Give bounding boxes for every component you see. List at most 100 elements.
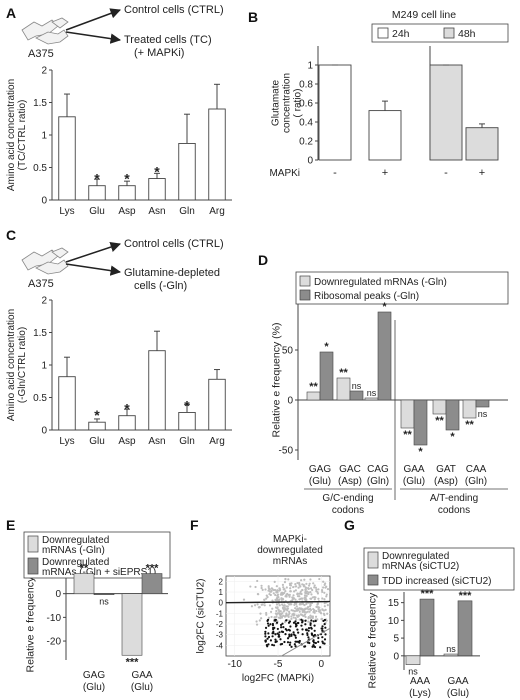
legend-label: Downregulated bbox=[382, 551, 449, 562]
significance-label: ** bbox=[339, 367, 348, 379]
significance-star: * bbox=[124, 401, 130, 417]
x-tick-label: + bbox=[479, 167, 485, 179]
scatter-point bbox=[284, 578, 287, 581]
scatter-point bbox=[322, 586, 325, 589]
scatter-point bbox=[309, 597, 312, 600]
x-tick-label: CAG bbox=[367, 464, 389, 475]
x-tick-label: GAC bbox=[339, 464, 361, 475]
scatter-point bbox=[288, 612, 291, 615]
y-tick-label: 0 bbox=[287, 396, 293, 407]
scatter-point bbox=[272, 592, 275, 595]
scatter-point bbox=[256, 603, 259, 606]
legend-box bbox=[363, 547, 515, 591]
y-tick-label: -50 bbox=[279, 446, 294, 457]
scatter-point bbox=[318, 577, 321, 581]
x-tick-label: + bbox=[382, 167, 388, 179]
scatter-point bbox=[276, 593, 280, 596]
scatter-point bbox=[290, 615, 293, 618]
significance-label: ns bbox=[446, 644, 456, 654]
scatter-point bbox=[296, 581, 299, 585]
scatter-point bbox=[286, 637, 290, 640]
scatter-point bbox=[319, 646, 322, 649]
scatter-point bbox=[309, 587, 313, 590]
y-axis-label-line: Relative e frequency (%) bbox=[25, 558, 37, 673]
scatter-point bbox=[305, 602, 308, 606]
scatter-point bbox=[312, 607, 315, 611]
scatter-point bbox=[301, 628, 304, 631]
diagram-target-depleted: Glutamine-depleted bbox=[124, 267, 220, 279]
scatter-point bbox=[279, 623, 283, 627]
scatter-point bbox=[294, 636, 297, 639]
scatter-point bbox=[299, 590, 302, 593]
scatter-point bbox=[266, 622, 270, 625]
significance-label: ** bbox=[435, 415, 444, 427]
x-tick-label: GAA bbox=[131, 670, 152, 681]
scatter-point bbox=[283, 606, 286, 609]
scatter-point bbox=[256, 592, 259, 596]
scatter-point bbox=[280, 626, 283, 629]
x-tick-sublabel: (Gln) bbox=[465, 476, 487, 487]
bar bbox=[58, 116, 76, 201]
x-tick-sublabel: (Gln) bbox=[367, 476, 389, 487]
scatter-point bbox=[317, 640, 320, 643]
diagram-target-treated-sub: (+ MAPKi) bbox=[134, 47, 184, 59]
y-axis-label: log2FC (siCTU2) bbox=[196, 578, 207, 653]
scatter-point bbox=[277, 633, 280, 636]
scatter-point bbox=[308, 605, 312, 608]
y-tick-label: 0 bbox=[41, 196, 47, 207]
scatter-point bbox=[312, 620, 315, 623]
scatter-point bbox=[260, 586, 263, 590]
scatter-point bbox=[324, 633, 327, 636]
scatter-point bbox=[265, 611, 268, 615]
y-tick-label: 0.8 bbox=[299, 80, 313, 91]
scatter-point bbox=[297, 621, 300, 625]
significance-star: * bbox=[94, 171, 100, 187]
bar bbox=[306, 391, 321, 401]
group-label: codons bbox=[332, 505, 364, 516]
legend-swatch bbox=[377, 27, 389, 39]
scatter-point bbox=[317, 607, 320, 611]
scatter-point bbox=[287, 593, 291, 597]
scatter-point bbox=[264, 635, 267, 638]
scatter-point bbox=[306, 633, 309, 637]
scatter-point bbox=[323, 642, 326, 645]
bar bbox=[465, 127, 499, 161]
x-tick-sublabel: (Glu) bbox=[83, 682, 105, 693]
legend-label: Downregulated mRNAs (-Gln) bbox=[314, 277, 447, 288]
x-tick-sublabel: (Lys) bbox=[409, 688, 431, 699]
scatter-point bbox=[274, 593, 277, 597]
scatter-point bbox=[263, 598, 266, 602]
scatter-point bbox=[303, 594, 307, 597]
x-tick-label: Gln bbox=[179, 206, 195, 217]
scatter-point bbox=[316, 605, 320, 609]
arrow-to-treated bbox=[65, 31, 122, 44]
scatter-point bbox=[293, 610, 297, 613]
scatter-point bbox=[305, 629, 308, 632]
scatter-point bbox=[325, 585, 328, 588]
scatter-point bbox=[288, 643, 291, 647]
significance-label: ** bbox=[309, 381, 318, 393]
scatter-point bbox=[260, 617, 263, 620]
scatter-point bbox=[307, 620, 310, 623]
y-tick-label: 5 bbox=[393, 634, 399, 645]
scatter-point bbox=[312, 639, 315, 642]
x-tick-label: Arg bbox=[209, 436, 225, 447]
scatter-point bbox=[306, 605, 310, 609]
scatter-point bbox=[286, 614, 289, 617]
scatter-point bbox=[275, 585, 278, 588]
scatter-point bbox=[309, 614, 312, 617]
legend-label: Ribosomal peaks (-Gln) bbox=[314, 291, 419, 302]
bar bbox=[121, 593, 143, 656]
scatter-point bbox=[287, 628, 290, 631]
scatter-point bbox=[278, 612, 281, 615]
scatter-point bbox=[264, 639, 267, 642]
y-axis-label-line: log2FC (siCTU2) bbox=[196, 578, 207, 653]
scatter-point bbox=[285, 586, 288, 589]
scatter-point bbox=[313, 584, 316, 587]
scatter-point bbox=[287, 578, 290, 581]
scatter-point bbox=[323, 613, 326, 617]
scatter-point bbox=[300, 624, 303, 627]
scatter-point bbox=[323, 638, 327, 641]
scatter-point bbox=[306, 632, 309, 635]
